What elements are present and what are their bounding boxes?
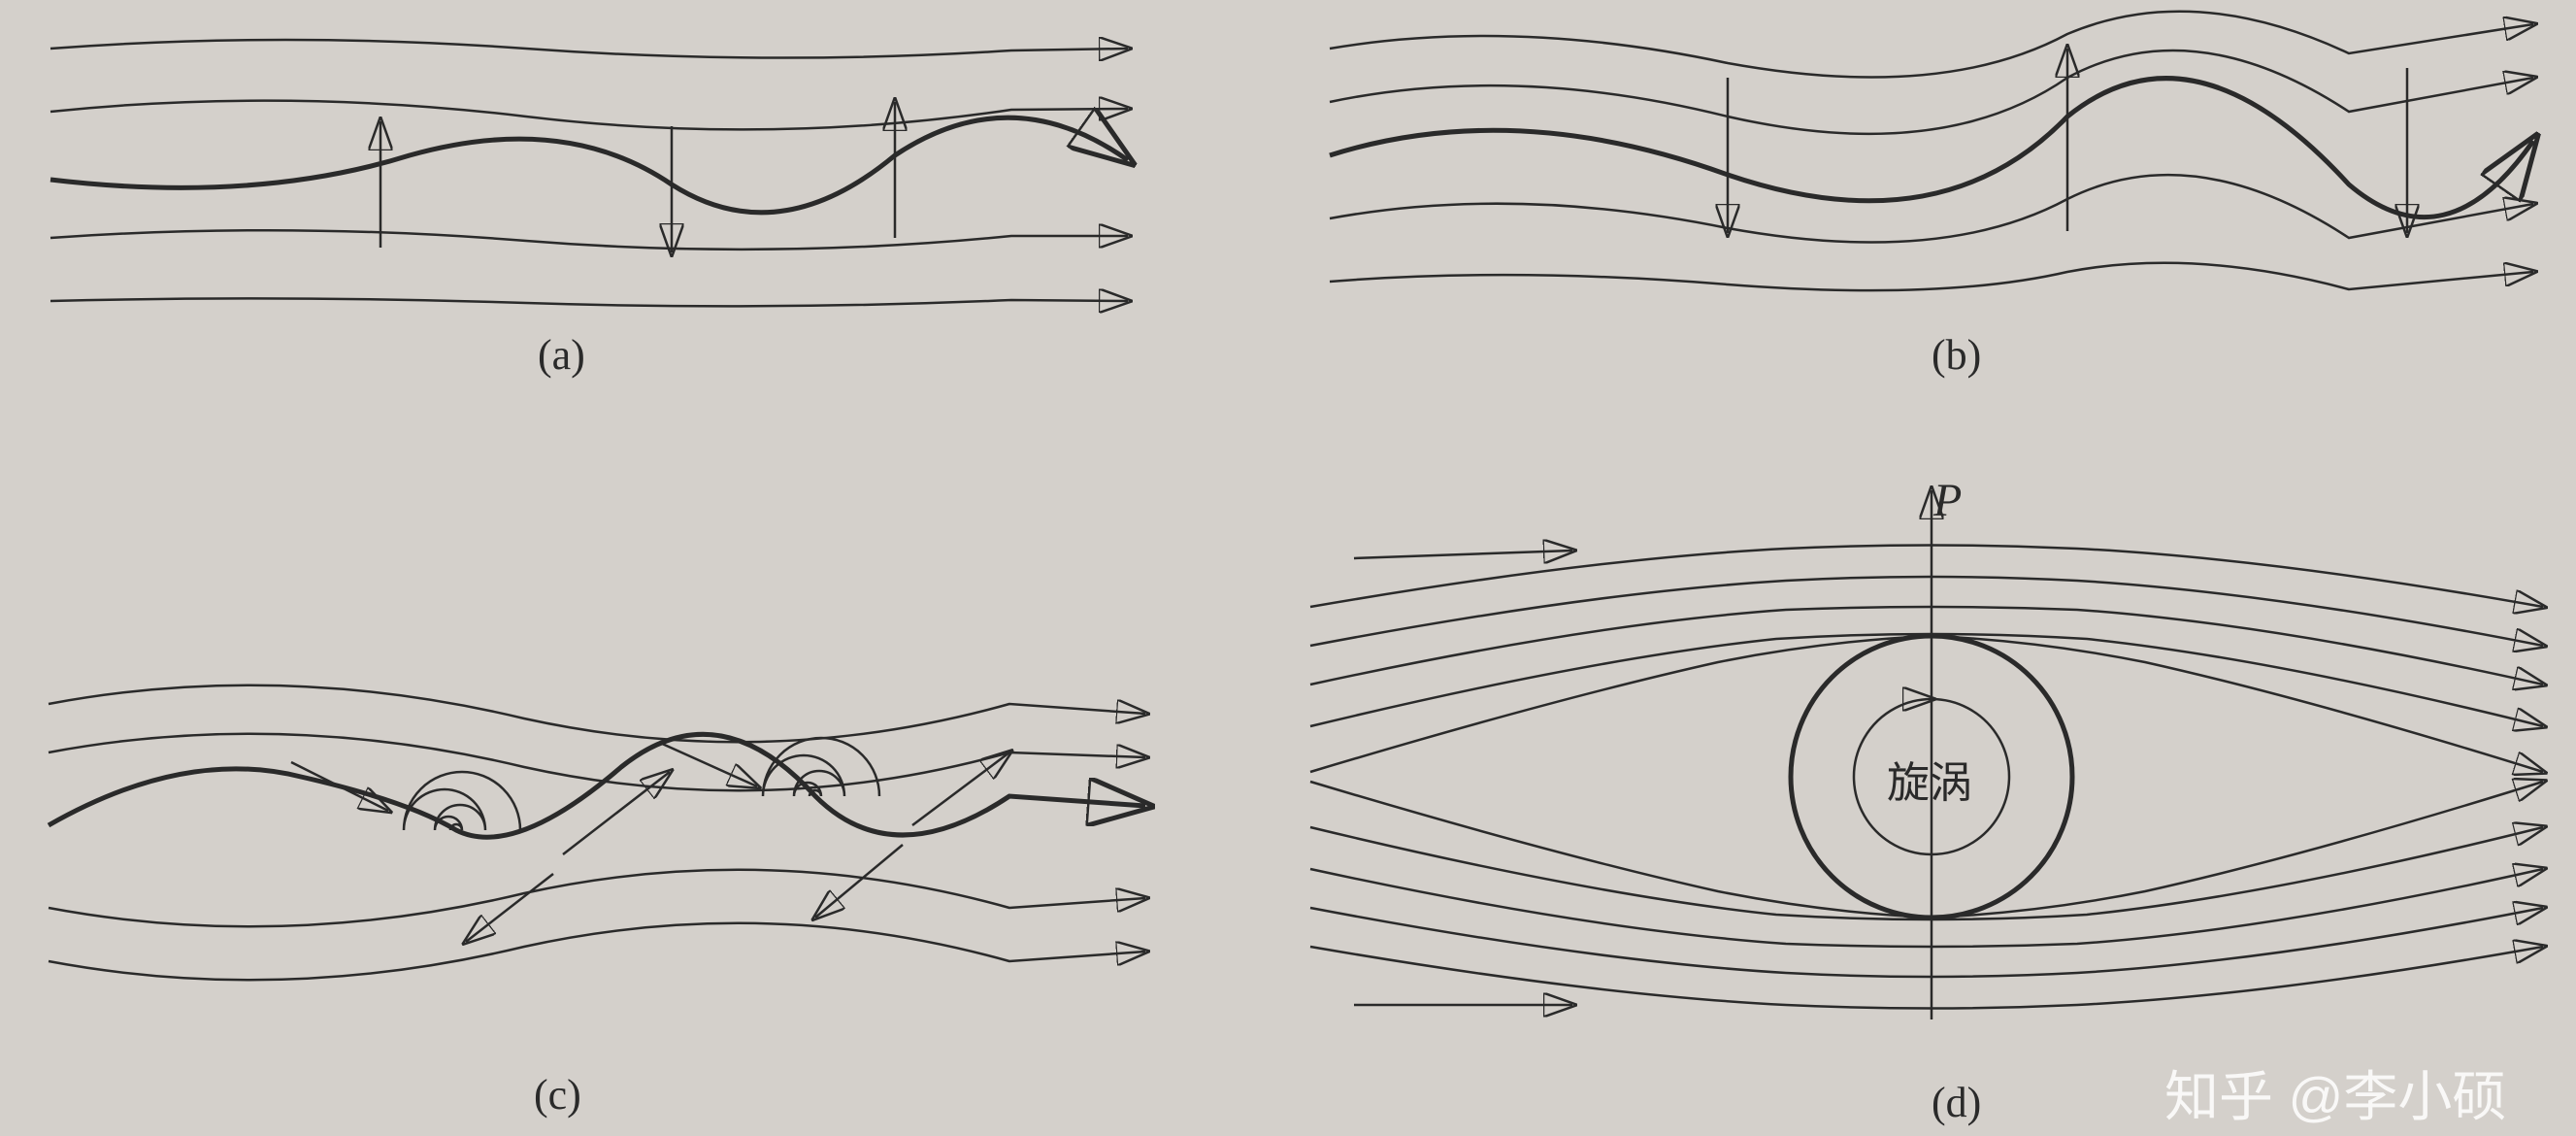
vortex-label: 旋涡 bbox=[1887, 748, 1972, 810]
streamline bbox=[49, 923, 1145, 980]
diag-arrow bbox=[291, 762, 388, 811]
streamline bbox=[1330, 263, 2533, 290]
panel-c-label: (c) bbox=[534, 1070, 581, 1119]
panel-b-label: (b) bbox=[1932, 330, 1981, 380]
streamline bbox=[50, 298, 1128, 306]
panel-c-svg bbox=[39, 602, 1165, 1049]
panel-a bbox=[41, 10, 1147, 340]
watermark: 知乎 @李小硕 bbox=[2164, 1053, 2506, 1132]
p-axis-label: P bbox=[1933, 474, 1962, 527]
panel-b-svg bbox=[1320, 0, 2553, 340]
streamline bbox=[49, 734, 1145, 790]
streamline-bold bbox=[1330, 79, 2533, 217]
panel-a-label: (a) bbox=[538, 330, 585, 380]
panel-a-svg bbox=[41, 10, 1147, 340]
streamline-bold bbox=[50, 117, 1128, 213]
streamline bbox=[50, 230, 1128, 250]
flow-arrow bbox=[1354, 551, 1572, 558]
diag-arrow bbox=[466, 874, 553, 942]
streamline-bold bbox=[49, 734, 1145, 837]
diag-arrow bbox=[912, 752, 1009, 825]
panel-d-label: (d) bbox=[1932, 1078, 1981, 1127]
streamline bbox=[50, 40, 1128, 58]
diag-arrow bbox=[563, 772, 670, 854]
streamline bbox=[1310, 607, 2543, 685]
diag-arrow bbox=[660, 743, 757, 786]
streamline bbox=[1310, 869, 2543, 947]
streamline bbox=[1330, 12, 2533, 78]
panel-b bbox=[1320, 0, 2553, 340]
vortex-spiral bbox=[404, 772, 520, 830]
panel-c bbox=[39, 602, 1165, 1049]
streamline bbox=[1330, 50, 2533, 134]
streamline bbox=[49, 870, 1145, 926]
